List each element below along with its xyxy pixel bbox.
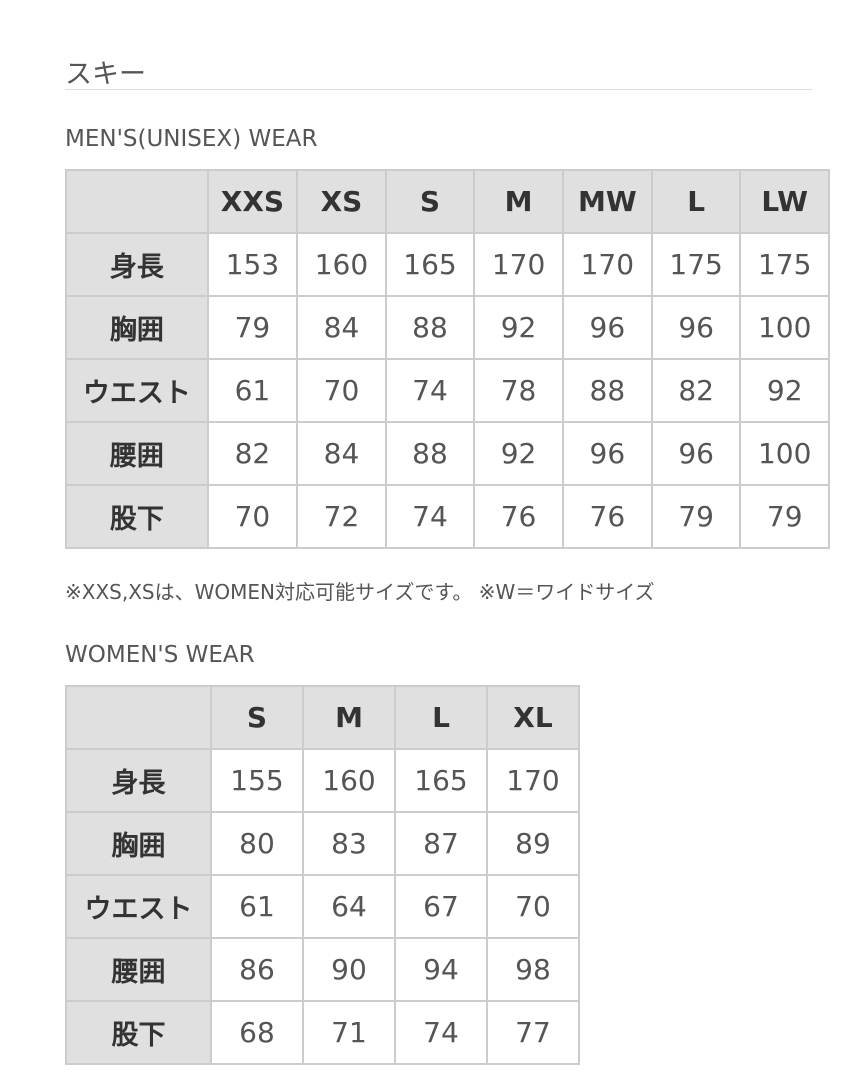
table-row: 胸囲 80 83 87 89 [65,811,580,876]
size-header: M [473,169,564,234]
value-cell: 67 [394,874,488,939]
size-header: L [394,685,488,750]
value-cell: 170 [561,232,653,297]
value-cell: 70 [296,358,387,423]
table-row: 腰囲 82 84 88 92 96 96 100 [65,421,830,486]
value-cell: 94 [394,937,488,1002]
value-cell: 92 [739,358,830,423]
value-cell: 100 [739,295,830,360]
value-cell: 165 [384,232,476,297]
value-cell: 153 [206,232,299,297]
value-cell: 84 [296,421,387,486]
value-cell: 89 [486,811,580,876]
value-cell: 170 [486,748,580,813]
mens-size-table: XXS XS S M MW L LW 身長 153 160 165 170 170 175 175 胸囲 79 8… [65,169,830,549]
table-row: ウエスト 61 70 74 78 88 82 92 [65,358,830,423]
value-cell: 96 [561,295,653,360]
value-cell: 160 [296,232,387,297]
row-label: ウエスト [65,358,209,423]
value-cell: 86 [210,937,304,1002]
table-row: 股下 68 71 74 77 [65,1000,580,1065]
value-cell: 96 [650,295,742,360]
size-header: S [210,685,304,750]
value-cell: 76 [561,484,653,549]
value-cell: 74 [394,1000,488,1065]
value-cell: 82 [650,358,742,423]
row-label: 腰囲 [65,421,209,486]
divider [65,89,812,90]
value-cell: 100 [739,421,830,486]
size-header: XXS [206,169,299,234]
table-row: ウエスト 61 64 67 70 [65,874,580,939]
value-cell: 87 [394,811,488,876]
row-label: 身長 [65,232,209,297]
size-header: LW [739,169,830,234]
size-header: XS [296,169,387,234]
value-cell: 70 [206,484,299,549]
table-row: 胸囲 79 84 88 92 96 96 100 [65,295,830,360]
table-row: 身長 153 160 165 170 170 175 175 [65,232,830,297]
value-cell: 77 [486,1000,580,1065]
value-cell: 64 [302,874,396,939]
value-cell: 160 [302,748,396,813]
value-cell: 170 [473,232,564,297]
value-cell: 88 [561,358,653,423]
corner-cell [65,685,212,750]
value-cell: 79 [739,484,830,549]
value-cell: 155 [210,748,304,813]
value-cell: 70 [486,874,580,939]
mens-size-table-wrap: XXS XS S M MW L LW 身長 153 160 165 170 170 175 175 胸囲 79 8… [65,169,830,549]
value-cell: 72 [296,484,387,549]
size-header: M [302,685,396,750]
row-label: 股下 [65,484,209,549]
womens-size-table-wrap: S M L XL 身長 155 160 165 170 胸囲 80 83 87 89 ウエスト 61 64 67 7… [65,685,580,1065]
value-cell: 80 [210,811,304,876]
value-cell: 92 [473,295,564,360]
value-cell: 175 [739,232,830,297]
row-label: 腰囲 [65,937,212,1002]
value-cell: 90 [302,937,396,1002]
size-header: S [384,169,476,234]
value-cell: 74 [384,484,476,549]
page-title: スキー [65,59,146,90]
value-cell: 175 [650,232,742,297]
value-cell: 68 [210,1000,304,1065]
row-label: 胸囲 [65,811,212,876]
row-label: 股下 [65,1000,212,1065]
table-row: 股下 70 72 74 76 76 79 79 [65,484,830,549]
corner-cell [65,169,209,234]
value-cell: 79 [650,484,742,549]
size-header: MW [561,169,653,234]
value-cell: 88 [384,421,476,486]
value-cell: 61 [210,874,304,939]
table-row: 腰囲 86 90 94 98 [65,937,580,1002]
row-label: 胸囲 [65,295,209,360]
header-row: S M L XL [65,685,580,750]
row-label: 身長 [65,748,212,813]
value-cell: 78 [473,358,564,423]
value-cell: 98 [486,937,580,1002]
row-label: ウエスト [65,874,212,939]
size-header: L [650,169,742,234]
value-cell: 96 [561,421,653,486]
mens-heading: MEN'S(UNISEX) WEAR [65,126,318,152]
value-cell: 76 [473,484,564,549]
womens-heading: WOMEN'S WEAR [65,642,255,668]
value-cell: 79 [206,295,299,360]
value-cell: 61 [206,358,299,423]
value-cell: 84 [296,295,387,360]
womens-size-table: S M L XL 身長 155 160 165 170 胸囲 80 83 87 89 ウエスト 61 64 67 7… [65,685,580,1065]
size-note: ※XXS,XSは、WOMEN対応可能サイズです。 ※W＝ワイドサイズ [65,580,655,604]
value-cell: 82 [206,421,299,486]
table-row: 身長 155 160 165 170 [65,748,580,813]
value-cell: 74 [384,358,476,423]
value-cell: 71 [302,1000,396,1065]
value-cell: 88 [384,295,476,360]
header-row: XXS XS S M MW L LW [65,169,830,234]
size-header: XL [486,685,580,750]
value-cell: 96 [650,421,742,486]
value-cell: 92 [473,421,564,486]
value-cell: 83 [302,811,396,876]
value-cell: 165 [394,748,488,813]
